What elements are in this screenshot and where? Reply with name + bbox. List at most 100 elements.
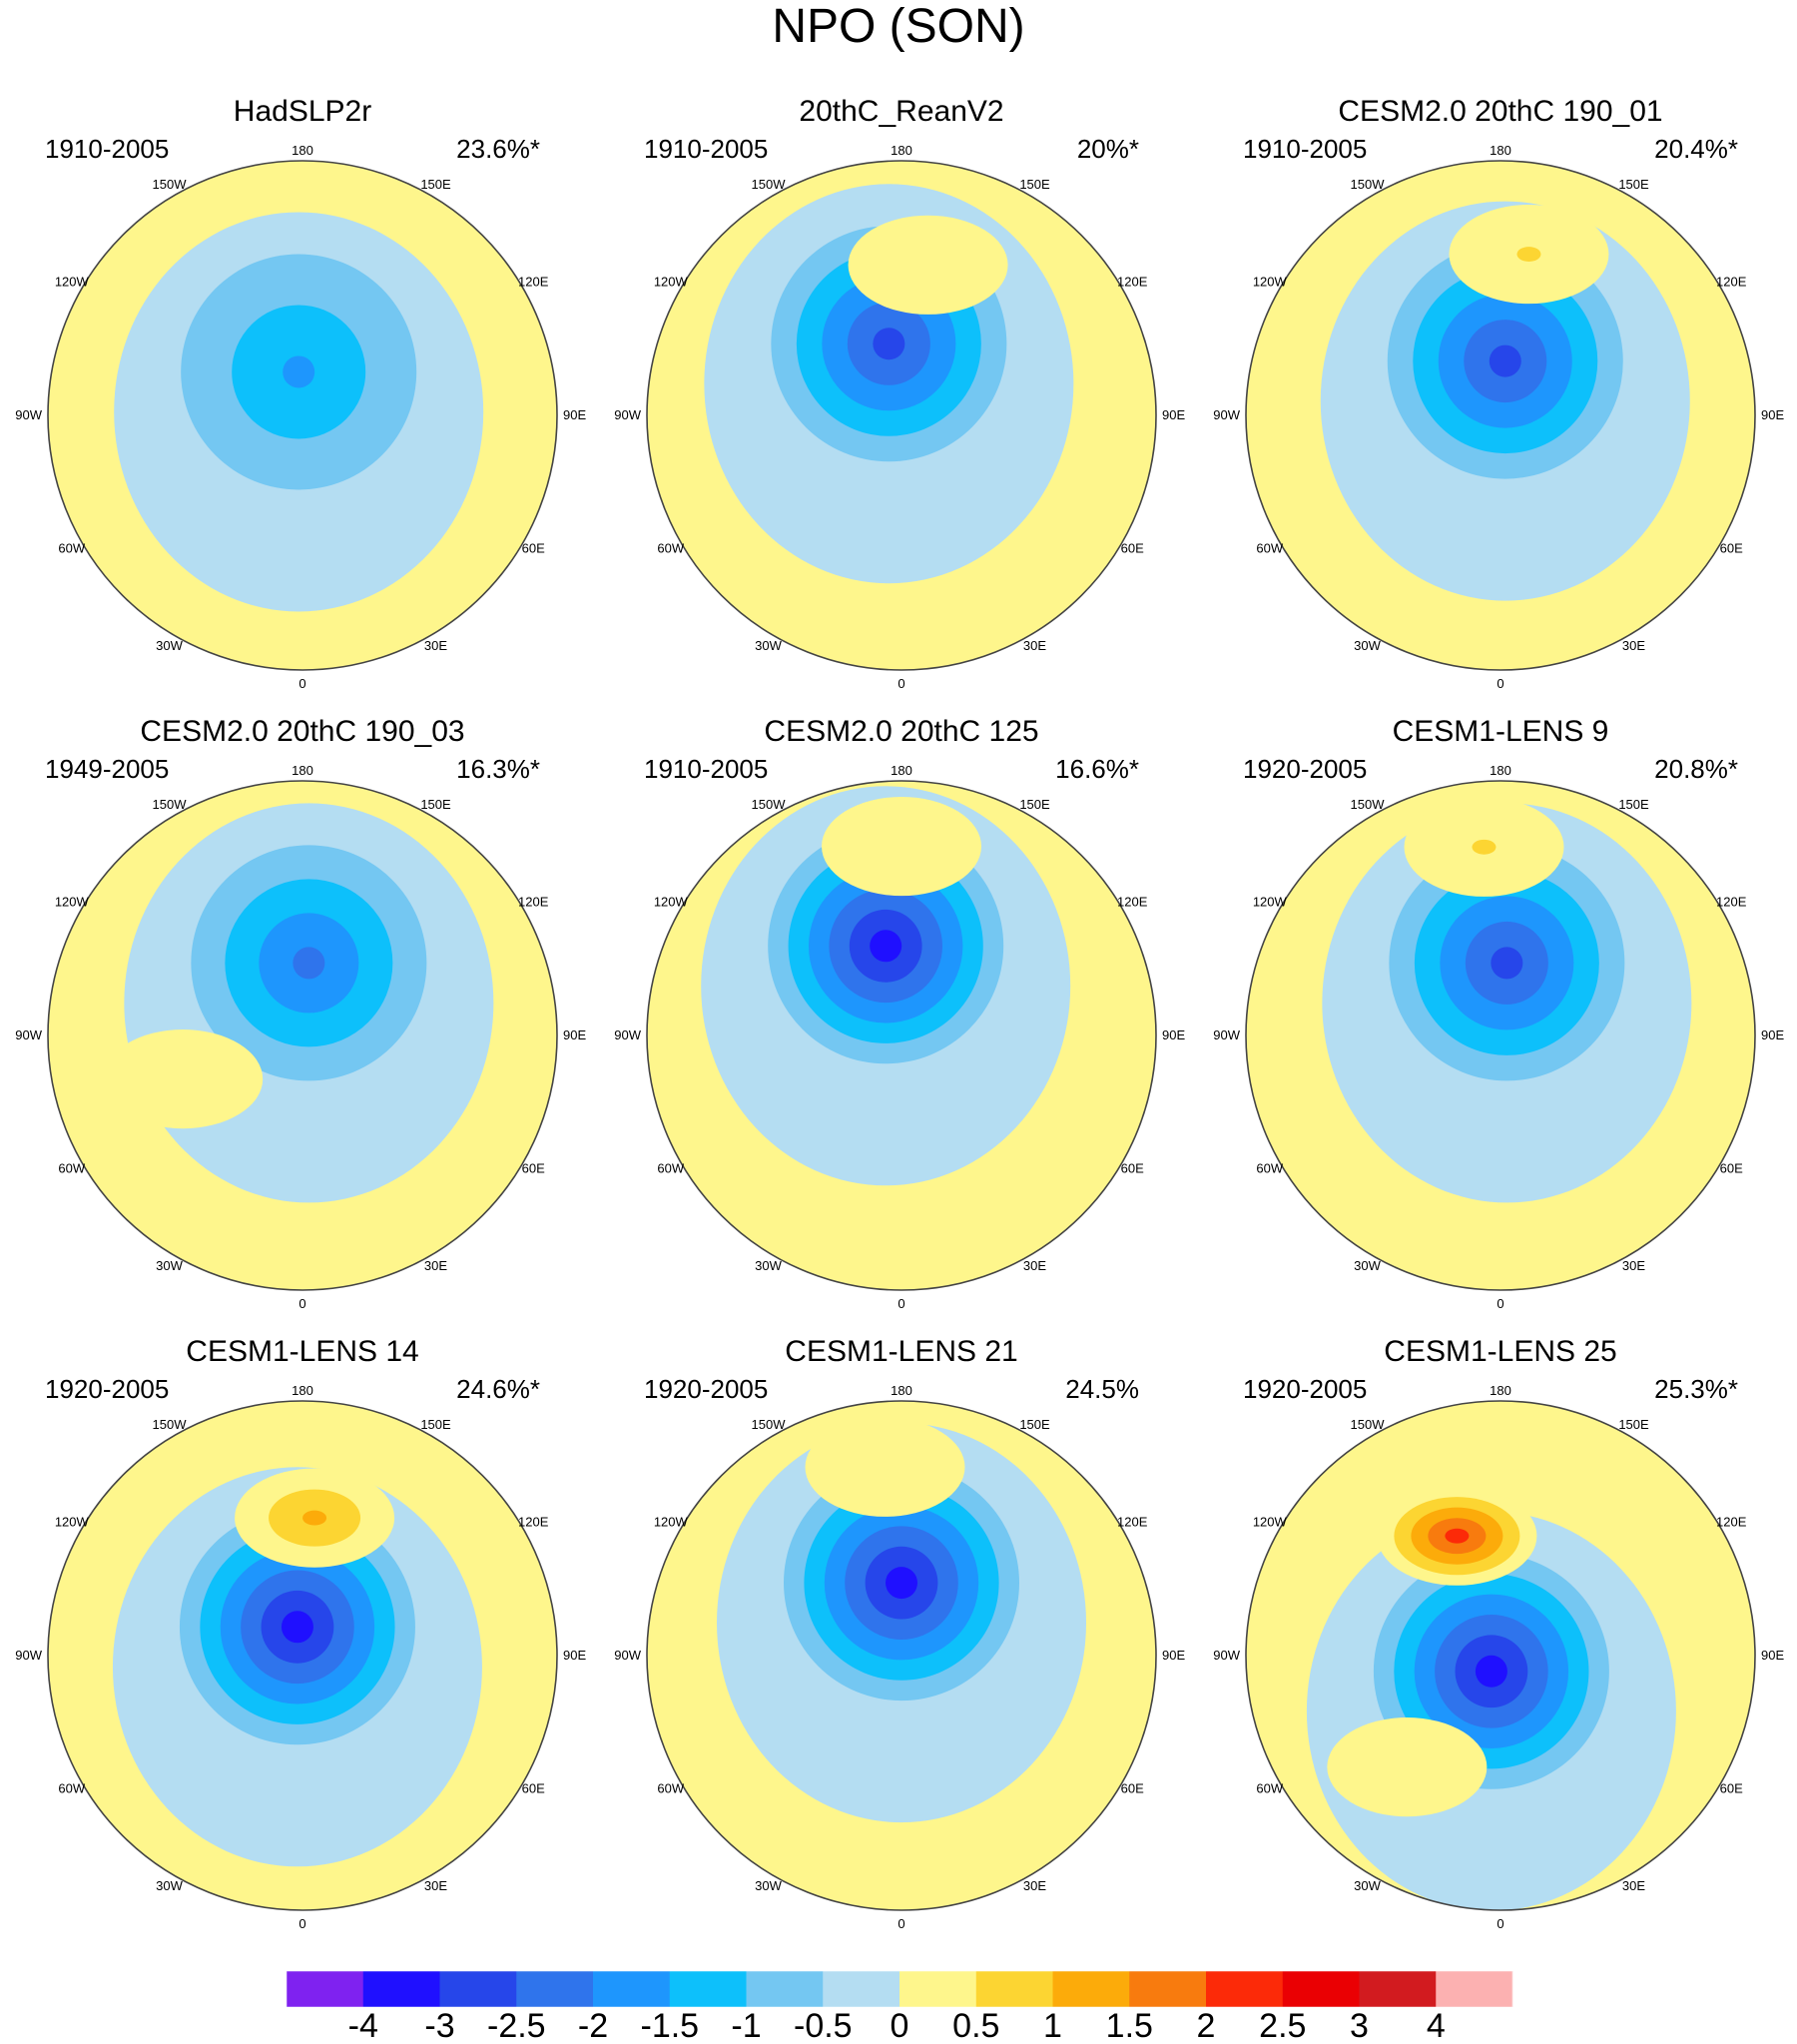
longitude-label: 30W — [156, 1878, 183, 1893]
longitude-label: 120W — [1253, 895, 1288, 910]
longitude-label: 90W — [15, 1027, 42, 1042]
longitude-label: 120W — [55, 275, 90, 290]
map-field — [1246, 781, 1755, 1290]
longitude-label: 60E — [522, 541, 545, 556]
panel-variance: 16.3%* — [456, 754, 540, 784]
longitude-label: 90E — [1761, 1027, 1784, 1042]
longitude-label: 180 — [1490, 143, 1511, 158]
low-contour — [293, 947, 325, 980]
panel-variance: 20.8%* — [1654, 754, 1738, 784]
panel-variance: 23.6%* — [456, 134, 540, 164]
longitude-label: 90W — [15, 1648, 42, 1663]
map-field — [647, 781, 1156, 1290]
longitude-label: 60W — [1256, 541, 1283, 556]
panel-variance: 20.4%* — [1654, 134, 1738, 164]
low-contour — [1475, 1655, 1507, 1688]
longitude-label: 180 — [1490, 763, 1511, 778]
longitude-label: 150E — [1618, 1417, 1649, 1432]
map-boundary — [1245, 160, 1756, 671]
longitude-label: 180 — [292, 143, 313, 158]
longitude-label: 120E — [518, 895, 549, 910]
longitude-label: 60E — [1720, 1781, 1743, 1796]
longitude-label: 120W — [1253, 1515, 1288, 1530]
colorbar-swatch — [1436, 1971, 1513, 2007]
high-contour — [1472, 839, 1497, 855]
colorbar-swatch — [287, 1971, 364, 2007]
map-boundary — [646, 160, 1157, 671]
longitude-label: 120E — [1117, 895, 1148, 910]
map-boundary — [47, 780, 558, 1291]
panel-period: 1910-2005 — [644, 754, 768, 784]
colorbar-label: 3 — [1350, 2007, 1369, 2044]
longitude-label: 150W — [752, 177, 787, 192]
longitude-label: 150W — [752, 797, 787, 812]
longitude-label: 150W — [153, 1417, 188, 1432]
longitude-label: 180 — [891, 143, 912, 158]
longitude-label: 30W — [1354, 1878, 1381, 1893]
colorbar-frame — [286, 1970, 1513, 2008]
map-boundary — [646, 780, 1157, 1291]
high-contour — [1327, 1717, 1488, 1817]
map-field — [647, 1401, 1156, 1910]
colorbar-label: -2.5 — [487, 2007, 546, 2044]
longitude-label: 90E — [563, 1648, 586, 1663]
longitude-label: 180 — [292, 763, 313, 778]
map-panel: 180 150E 120E 90E 60E 30E 0 30W 60W 90W 120W 150W CE… — [614, 715, 1185, 1311]
panel-title: CESM2.0 20thC 190_03 — [140, 715, 464, 748]
panel-period: 1910-2005 — [644, 134, 768, 164]
panel-title: CESM2.0 20thC 125 — [764, 715, 1038, 748]
high-contour — [848, 215, 1008, 315]
high-contour — [805, 1417, 965, 1517]
longitude-label: 180 — [891, 1383, 912, 1398]
map-boundary — [646, 1400, 1157, 1911]
longitude-label: 30W — [156, 1258, 183, 1273]
longitude-label: 90E — [1761, 407, 1784, 422]
longitude-label: 60W — [657, 541, 684, 556]
colorbar-label: 2.5 — [1259, 2007, 1306, 2044]
colorbar-swatch — [362, 1971, 440, 2007]
longitude-label: 60E — [1121, 1781, 1144, 1796]
longitude-label: 150W — [752, 1417, 787, 1432]
longitude-label: 150W — [1351, 797, 1386, 812]
longitude-label: 30E — [1023, 1878, 1046, 1893]
map-field — [48, 781, 557, 1290]
longitude-label: 60W — [1256, 1161, 1283, 1176]
map-panel: 180 150E 120E 90E 60E 30E 0 30W 60W 90W 120W 150W 20… — [614, 95, 1185, 691]
longitude-label: 30W — [156, 638, 183, 653]
map-panel: 180 150E 120E 90E 60E 30E 0 30W 60W 90W 120W 150W Ha… — [15, 95, 586, 691]
longitude-label: 30E — [1023, 638, 1046, 653]
colorbar-label: -0.5 — [794, 2007, 853, 2044]
colorbar-label: 0.5 — [952, 2007, 999, 2044]
colorbar-swatch — [899, 1971, 977, 2007]
longitude-label: 150W — [153, 177, 188, 192]
map-field — [647, 161, 1156, 670]
longitude-label: 180 — [1490, 1383, 1511, 1398]
longitude-label: 90E — [1761, 1648, 1784, 1663]
panel-period: 1920-2005 — [1243, 754, 1367, 784]
colorbar-label: -1 — [731, 2007, 761, 2044]
longitude-label: 90W — [1213, 1027, 1240, 1042]
longitude-label: 90W — [15, 407, 42, 422]
colorbar-swatch — [1359, 1971, 1437, 2007]
panel-title: CESM1-LENS 25 — [1384, 1335, 1616, 1368]
longitude-label: 120W — [55, 1515, 90, 1530]
colorbar-label: 2 — [1197, 2007, 1216, 2044]
panel-period: 1949-2005 — [45, 754, 169, 784]
panel-period: 1920-2005 — [1243, 1374, 1367, 1404]
colorbar-label: 0 — [891, 2007, 909, 2044]
panel-period: 1910-2005 — [1243, 134, 1367, 164]
longitude-label: 120E — [1716, 895, 1747, 910]
longitude-label: 150E — [1618, 177, 1649, 192]
longitude-label: 60W — [657, 1781, 684, 1796]
longitude-label: 90W — [614, 1027, 641, 1042]
low-contour — [281, 1611, 313, 1644]
longitude-label: 30E — [1622, 638, 1645, 653]
map-panel: 180 150E 120E 90E 60E 30E 0 30W 60W 90W 120W 150W CE… — [15, 715, 586, 1311]
longitude-label: 90W — [1213, 1648, 1240, 1663]
longitude-label: 30E — [424, 638, 447, 653]
colorbar-label: -2 — [578, 2007, 608, 2044]
longitude-label: 120W — [1253, 275, 1288, 290]
map-boundary — [47, 1400, 558, 1911]
longitude-label: 30E — [424, 1878, 447, 1893]
